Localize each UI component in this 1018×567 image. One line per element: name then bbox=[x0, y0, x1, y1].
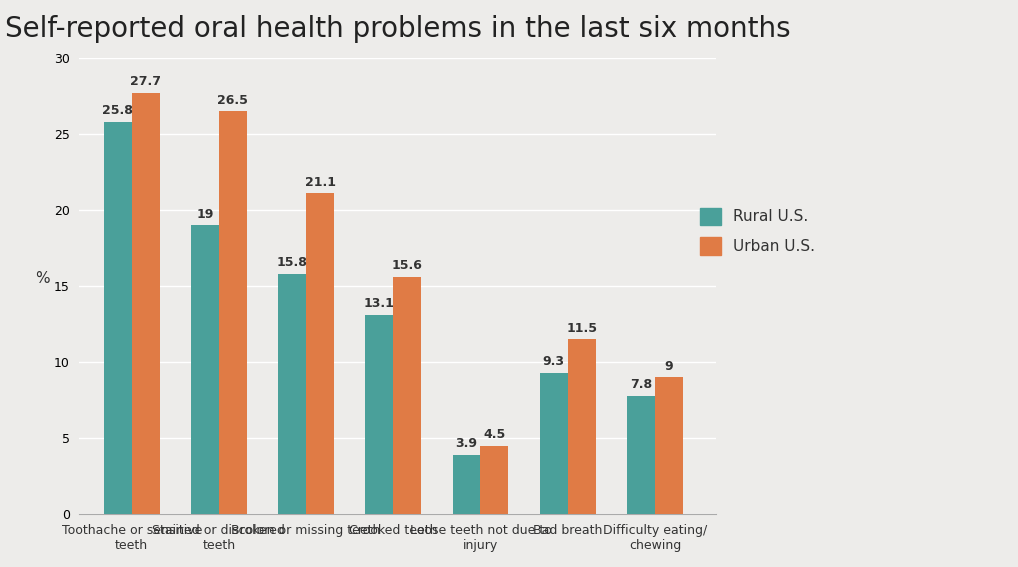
Text: 11.5: 11.5 bbox=[566, 321, 598, 335]
Text: 15.6: 15.6 bbox=[392, 259, 422, 272]
Legend: Rural U.S., Urban U.S.: Rural U.S., Urban U.S. bbox=[692, 200, 823, 263]
Bar bbox=[627, 396, 655, 514]
Bar bbox=[219, 111, 246, 514]
Bar bbox=[480, 446, 508, 514]
Text: 9: 9 bbox=[665, 360, 673, 373]
Bar bbox=[393, 277, 421, 514]
Text: 7.8: 7.8 bbox=[630, 378, 652, 391]
Bar bbox=[278, 274, 306, 514]
Bar bbox=[453, 455, 480, 514]
Title: Self-reported oral health problems in the last six months: Self-reported oral health problems in th… bbox=[5, 15, 790, 43]
Bar bbox=[306, 193, 334, 514]
Text: 13.1: 13.1 bbox=[363, 298, 395, 310]
Bar bbox=[655, 378, 683, 514]
Bar bbox=[540, 373, 568, 514]
Y-axis label: %: % bbox=[36, 271, 50, 286]
Text: 27.7: 27.7 bbox=[130, 75, 161, 88]
Text: 4.5: 4.5 bbox=[484, 428, 506, 441]
Text: 19: 19 bbox=[196, 208, 214, 221]
Bar bbox=[365, 315, 393, 514]
Text: 26.5: 26.5 bbox=[218, 94, 248, 107]
Bar bbox=[104, 122, 131, 514]
Bar bbox=[131, 93, 160, 514]
Text: 25.8: 25.8 bbox=[103, 104, 133, 117]
Text: 21.1: 21.1 bbox=[304, 176, 336, 189]
Bar bbox=[568, 339, 596, 514]
Text: 3.9: 3.9 bbox=[455, 437, 477, 450]
Text: 9.3: 9.3 bbox=[543, 355, 565, 368]
Bar bbox=[191, 225, 219, 514]
Text: 15.8: 15.8 bbox=[277, 256, 307, 269]
